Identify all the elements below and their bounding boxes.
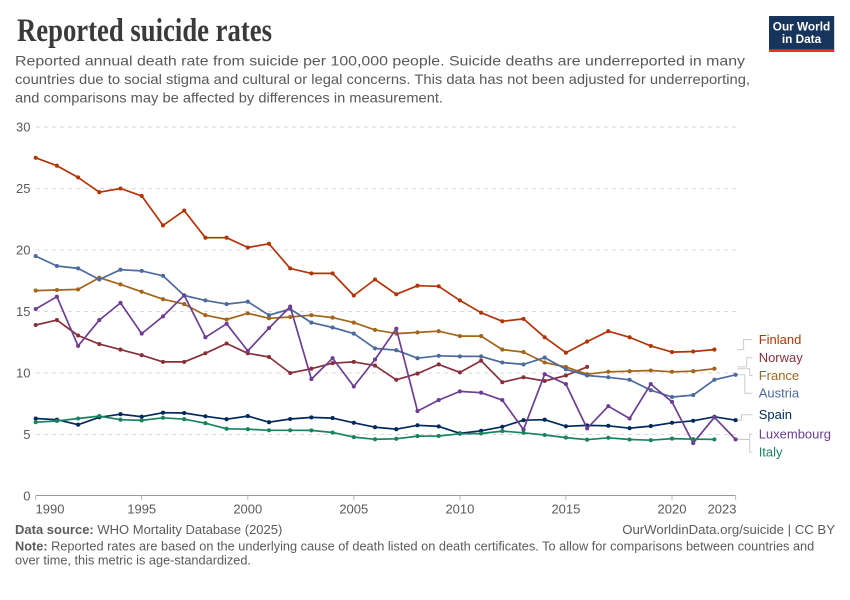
svg-text:15: 15 <box>16 304 30 319</box>
svg-text:5: 5 <box>23 427 30 442</box>
svg-text:Spain: Spain <box>759 407 792 422</box>
svg-text:Reported suicide rates: Reported suicide rates <box>17 13 272 49</box>
svg-text:2015: 2015 <box>551 501 580 516</box>
svg-text:0: 0 <box>23 489 30 504</box>
svg-text:OurWorldinData.org/suicide | C: OurWorldinData.org/suicide | CC BY <box>622 522 835 537</box>
svg-text:Our World: Our World <box>773 20 830 34</box>
svg-text:over time, this metric is age-: over time, this metric is age-standardiz… <box>15 553 251 568</box>
svg-text:30: 30 <box>16 120 30 135</box>
svg-text:Reported annual death rate fro: Reported annual death rate from suicide … <box>15 53 745 69</box>
svg-text:2005: 2005 <box>339 501 368 516</box>
svg-text:France: France <box>759 368 799 383</box>
svg-text:Norway: Norway <box>759 350 804 365</box>
svg-text:Austria: Austria <box>759 386 800 401</box>
svg-text:Italy: Italy <box>759 445 783 460</box>
svg-text:2010: 2010 <box>445 501 474 516</box>
svg-text:countries due to social stigma: countries due to social stigma and cultu… <box>15 71 750 87</box>
svg-text:in Data: in Data <box>782 32 822 46</box>
svg-text:10: 10 <box>16 366 30 381</box>
svg-text:1995: 1995 <box>127 501 156 516</box>
svg-text:2023: 2023 <box>708 501 737 516</box>
svg-text:and comparisons may be affecte: and comparisons may be affected by diffe… <box>15 90 443 106</box>
svg-text:2000: 2000 <box>233 501 262 516</box>
svg-text:Data source: WHO Mortality Dat: Data source: WHO Mortality Database (202… <box>15 522 282 537</box>
svg-text:Finland: Finland <box>759 332 802 347</box>
svg-text:Luxembourg: Luxembourg <box>759 427 831 442</box>
svg-text:Note: Reported rates are based: Note: Reported rates are based on the un… <box>15 539 814 554</box>
svg-text:1990: 1990 <box>36 501 65 516</box>
svg-text:20: 20 <box>16 243 30 258</box>
svg-text:25: 25 <box>16 181 30 196</box>
svg-text:2020: 2020 <box>658 501 687 516</box>
